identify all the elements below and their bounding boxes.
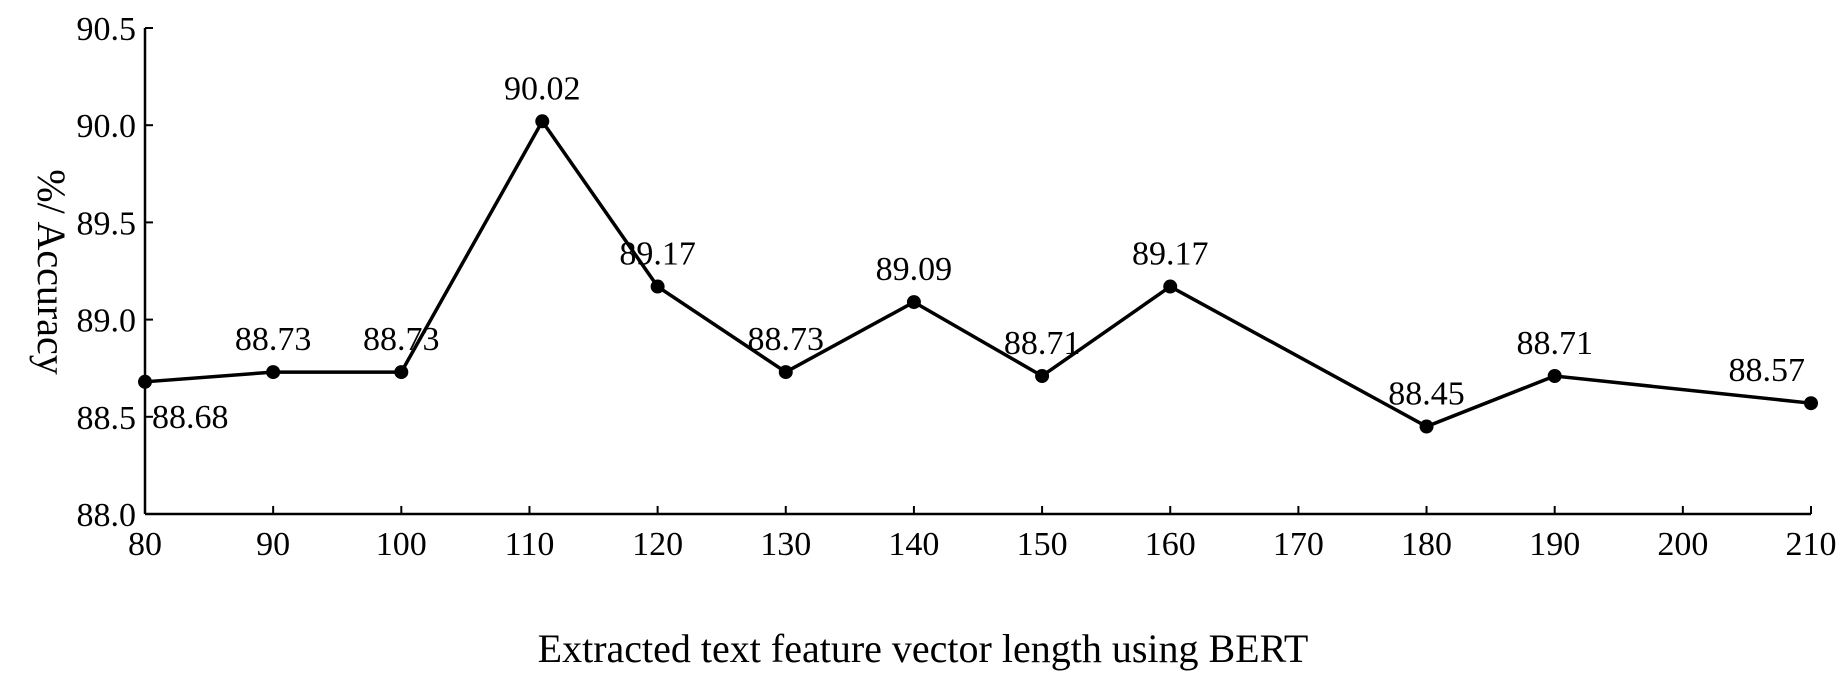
series-group: 88.68 88.73 88.73 90.02 89.17 88.73 89.09 88.71… [138,70,1818,436]
y-axis: 88.0 88.5 89.0 89.5 90.0 90.5 [77,11,153,534]
x-tick-label: 150 [1017,526,1068,563]
data-label: 88.57 [1729,352,1806,389]
data-point [1547,368,1562,383]
series-line [144,118,1812,429]
x-tick-label: 200 [1657,526,1708,563]
x-tick-label: 190 [1529,526,1580,563]
x-tick-label: 90 [256,526,290,563]
data-point [1035,368,1050,383]
x-tick-label: 180 [1401,526,1452,563]
x-tick-label: 210 [1786,526,1837,563]
data-point [1419,419,1434,434]
x-tick-label: 120 [632,526,683,563]
data-label: 90.02 [504,70,581,107]
data-point [138,374,152,389]
x-axis-title: Extracted text feature vector length usi… [538,626,1309,671]
x-tick-label: 160 [1145,526,1196,563]
x-axis: 80 90 100 110 120 130 140 150 160 170 180 190 200 210 [128,506,1837,563]
data-label: 89.17 [1132,236,1209,273]
data-label: 88.71 [1516,325,1593,362]
data-point [535,114,550,129]
data-label: 89.17 [619,236,696,273]
x-tick-label: 140 [888,526,939,563]
y-tick-label: 88.0 [77,497,137,534]
data-point [1163,279,1178,294]
data-label: 88.71 [1004,325,1081,362]
y-axis-title: %/ Accuracy [29,169,74,374]
data-label: 89.09 [876,251,953,288]
y-tick-label: 89.5 [77,205,137,242]
data-point [906,295,921,310]
y-tick-label: 89.0 [77,303,137,340]
data-point [266,365,281,380]
data-label: 88.45 [1388,376,1465,413]
data-label: 88.73 [748,321,825,358]
data-label: 88.68 [152,399,229,436]
x-tick-label: 100 [376,526,427,563]
data-point [1804,396,1818,411]
x-tick-label: 130 [760,526,811,563]
y-tick-label: 88.5 [77,400,137,437]
data-label: 88.73 [235,321,312,358]
x-tick-label: 110 [505,526,555,563]
data-point [394,365,409,380]
y-tick-label: 90.0 [77,108,137,145]
x-tick-label: 170 [1273,526,1324,563]
x-tick-label: 80 [128,526,162,563]
data-point [650,279,665,294]
data-point [778,365,793,380]
data-label: 88.73 [363,321,440,358]
y-tick-label: 90.5 [77,11,137,48]
